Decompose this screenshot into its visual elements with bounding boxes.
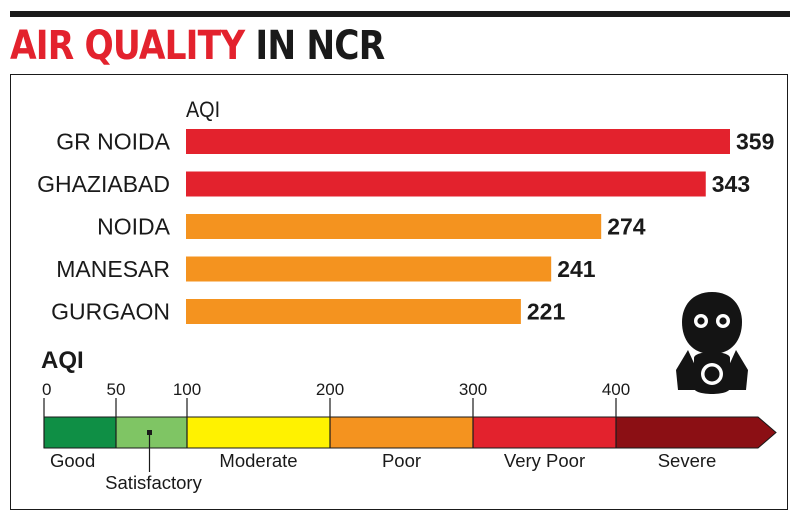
bar-category-label: GR NOIDA	[56, 129, 170, 155]
gauge-title: AQI	[41, 347, 84, 374]
gas-mask-icon	[676, 292, 748, 394]
page-title: AIR QUALITY IN NCR	[10, 22, 385, 70]
bar-value-label: 343	[712, 171, 750, 197]
scale-tick-label: 100	[173, 380, 201, 399]
scale-band-label: Poor	[382, 450, 421, 471]
title-part-red: AIR QUALITY	[10, 23, 245, 69]
bar	[186, 299, 521, 324]
chart-frame	[10, 74, 788, 510]
bar-series: GR NOIDA 359 GHAZIABAD 343 NOIDA 274 MANESAR 24…	[37, 129, 774, 325]
scale-band-label: Severe	[658, 450, 717, 471]
scale-band-label: Very Poor	[504, 450, 585, 471]
bar-category-label: GHAZIABAD	[37, 171, 170, 197]
scale-tick-label: 0	[42, 380, 51, 399]
bar	[186, 129, 730, 154]
bar-axis-label: AQI	[186, 98, 220, 122]
scale-band	[330, 417, 473, 448]
bar	[186, 214, 602, 239]
satisfactory-marker	[147, 430, 152, 435]
top-rule	[10, 11, 790, 17]
bar-category-label: NOIDA	[97, 214, 171, 240]
scale-band	[473, 417, 616, 448]
bar-category-label: GURGAON	[51, 299, 170, 325]
scale-tick-label: 200	[316, 380, 344, 399]
bar	[186, 256, 552, 282]
bar-value-label: 221	[527, 299, 566, 325]
scale-band	[616, 417, 776, 448]
scale-tick-label: 400	[602, 380, 630, 399]
bar-value-label: 241	[557, 256, 596, 282]
scale-band-label: Moderate	[219, 450, 297, 471]
title-part-black: IN NCR	[255, 23, 385, 69]
bar-value-label: 274	[607, 214, 646, 240]
bar-value-label: 359	[736, 129, 774, 155]
scale-band	[44, 417, 116, 448]
scale-band-label: Satisfactory	[105, 472, 202, 493]
scale-tick-label: 300	[459, 380, 487, 399]
bar	[186, 171, 706, 197]
bar-category-label: MANESAR	[56, 256, 170, 282]
aqi-gauge: Good Satisfactory Moderate Poor Very Poor Sev…	[42, 380, 777, 493]
scale-band	[187, 417, 330, 448]
scale-band-label: Good	[50, 450, 95, 471]
scale-tick-label: 50	[107, 380, 126, 399]
